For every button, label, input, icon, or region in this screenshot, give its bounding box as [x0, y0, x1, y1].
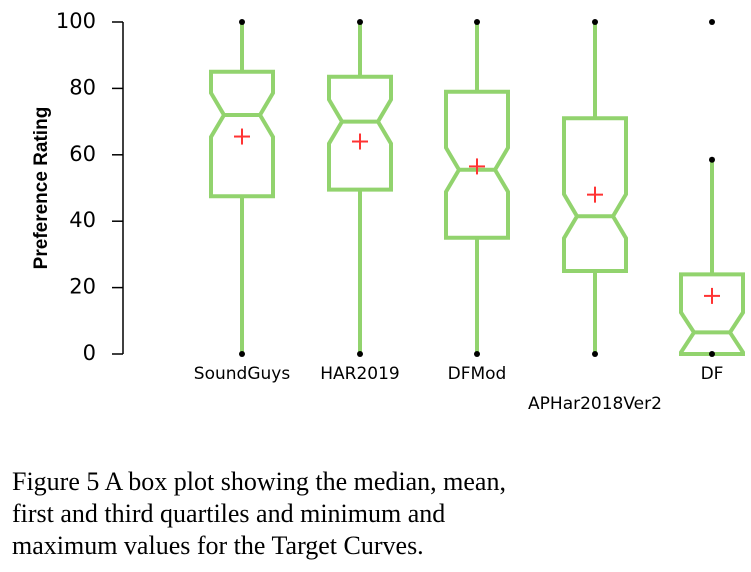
- box-body: [679, 272, 745, 356]
- box-HAR2019: [327, 19, 393, 357]
- category-labels: SoundGuys HAR2019 DFMod APHar2018Ver2 DF: [194, 364, 724, 414]
- box-APHar2018Ver2: [562, 19, 628, 357]
- category-label: DFMod: [448, 364, 507, 384]
- y-tick-label: 80: [69, 75, 96, 99]
- caption-line: Figure 5 A box plot showing the median, …: [12, 467, 506, 496]
- box-DFMod: [444, 19, 510, 357]
- y-axis-label: Preference Rating: [31, 107, 52, 270]
- min-marker: [474, 351, 480, 357]
- category-label: SoundGuys: [194, 364, 291, 384]
- outlier-marker: [709, 19, 715, 25]
- y-tick-label: 20: [69, 275, 96, 299]
- caption-line: maximum values for the Target Curves.: [12, 531, 424, 560]
- min-marker: [357, 351, 363, 357]
- max-marker: [592, 19, 598, 25]
- caption-line: first and third quartiles and minimum an…: [12, 499, 446, 528]
- category-label: HAR2019: [320, 364, 400, 384]
- max-marker: [474, 19, 480, 25]
- category-label: APHar2018Ver2: [528, 394, 662, 414]
- box-body: [327, 74, 393, 192]
- box-plot: 0 20 40 60 80 100 Preference Rating SoundGuys…: [31, 9, 745, 414]
- max-marker: [709, 156, 715, 163]
- y-axis-ticks: 0 20 40 60 80 100: [56, 9, 123, 365]
- y-tick-label: 60: [69, 142, 96, 166]
- figure-caption: Figure 5 A box plot showing the median, …: [12, 466, 742, 562]
- max-marker: [239, 19, 245, 25]
- min-marker: [239, 351, 245, 357]
- min-marker: [709, 351, 715, 357]
- box-SoundGuys: [209, 19, 275, 357]
- box-DF: [679, 19, 745, 357]
- boxes-layer: [209, 19, 745, 357]
- category-label: DF: [701, 364, 724, 384]
- max-marker: [357, 19, 363, 25]
- y-tick-label: 0: [83, 341, 96, 365]
- y-tick-label: 40: [69, 208, 96, 232]
- min-marker: [592, 351, 598, 357]
- y-tick-label: 100: [56, 9, 96, 33]
